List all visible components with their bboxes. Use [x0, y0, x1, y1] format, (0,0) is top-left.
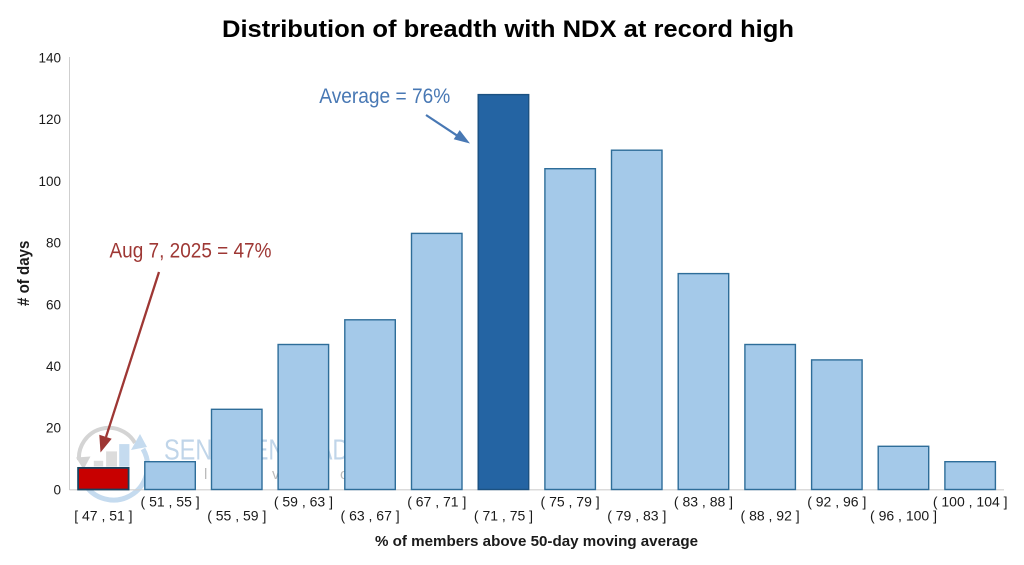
svg-text:( 96 , 100 ]: ( 96 , 100 ] [870, 508, 937, 524]
svg-text:0: 0 [53, 482, 61, 497]
svg-text:( 92 , 96 ]: ( 92 , 96 ] [807, 494, 866, 510]
svg-text:140: 140 [38, 50, 61, 65]
svg-text:( 51 , 55 ]: ( 51 , 55 ] [141, 494, 200, 510]
svg-text:( 59 , 63 ]: ( 59 , 63 ] [274, 494, 333, 510]
svg-text:% of members above 50-day movi: % of members above 50-day moving average [375, 533, 698, 550]
svg-text:20: 20 [46, 421, 61, 436]
svg-text:Aug 7, 2025 = 47%: Aug 7, 2025 = 47% [110, 239, 272, 262]
svg-text:v: v [272, 466, 280, 483]
svg-text:80: 80 [46, 236, 61, 251]
svg-text:120: 120 [38, 112, 61, 127]
svg-text:100: 100 [38, 174, 61, 189]
svg-text:[ 47 , 51 ]: [ 47 , 51 ] [74, 508, 132, 524]
svg-text:l: l [204, 466, 207, 483]
svg-text:( 55 , 59 ]: ( 55 , 59 ] [207, 508, 266, 524]
svg-text:40: 40 [46, 359, 61, 374]
svg-text:( 100 , 104 ]: ( 100 , 104 ] [933, 494, 1008, 510]
svg-text:Distribution of breadth with N: Distribution of breadth with NDX at reco… [222, 16, 794, 43]
svg-text:( 75 , 79 ]: ( 75 , 79 ] [541, 494, 600, 510]
svg-text:# of days: # of days [14, 241, 33, 306]
svg-text:( 67 , 71 ]: ( 67 , 71 ] [407, 494, 466, 510]
svg-text:Average = 76%: Average = 76% [319, 85, 450, 108]
svg-text:( 71 , 75 ]: ( 71 , 75 ] [474, 508, 533, 524]
svg-text:60: 60 [46, 297, 61, 312]
svg-text:( 79 , 83 ]: ( 79 , 83 ] [607, 508, 666, 524]
svg-text:( 83 , 88 ]: ( 83 , 88 ] [674, 494, 733, 510]
svg-text:( 63 , 67 ]: ( 63 , 67 ] [341, 508, 400, 524]
svg-text:( 88 , 92 ]: ( 88 , 92 ] [741, 508, 800, 524]
